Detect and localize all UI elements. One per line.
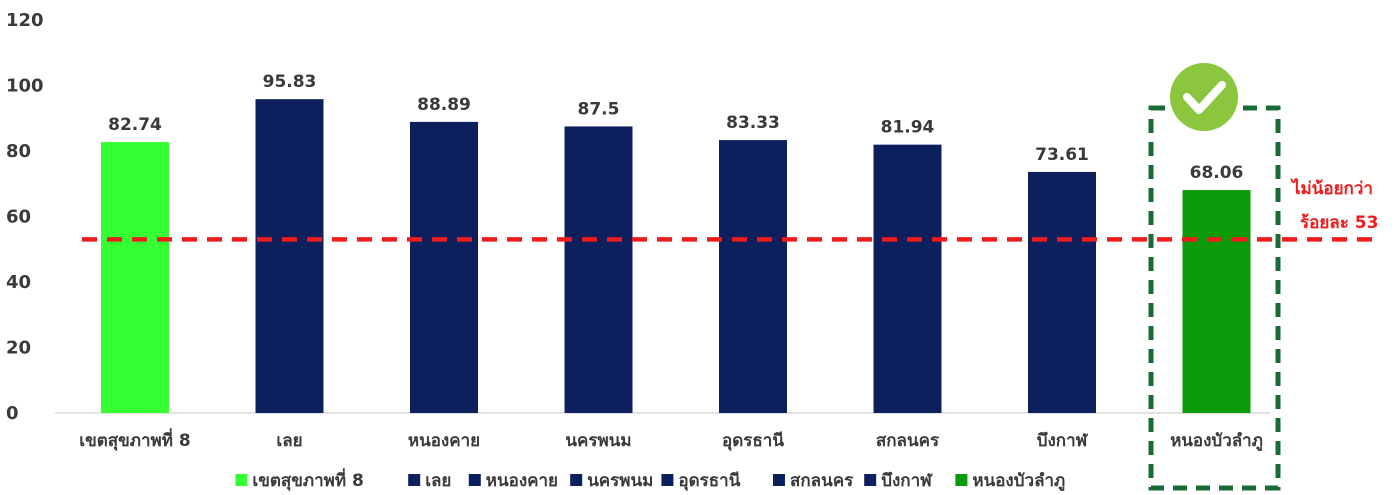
category-label: หนองคาย [408,431,480,451]
y-tick-label: 20 [6,338,31,359]
data-label: 73.61 [1035,145,1089,165]
data-label: 95.83 [263,72,317,92]
legend-label: หนองบัวลำภู [972,471,1065,492]
data-labels: 82.74 95.83 88.89 87.5 83.33 81.94 73.61 68.06 [108,72,1243,183]
data-label: 83.33 [726,113,780,133]
data-label: 88.89 [417,95,471,115]
bars [101,99,1251,414]
bar [1182,190,1251,413]
data-label: 82.74 [108,115,162,135]
threshold-label-line2: ร้อยละ 53 [1300,213,1378,233]
legend-swatch [468,474,481,486]
data-label: 81.94 [881,118,935,138]
category-labels: เขตสุขภาพที่ 8 เลย หนองคาย นครพนม อุดรธานี สก… [79,428,1263,452]
y-tick-label: 120 [6,10,44,31]
data-label: 68.06 [1190,163,1244,183]
category-label: เลย [276,431,302,451]
checkmark-icon [1170,63,1238,131]
legend-label: เลย [425,471,451,491]
legend: เขตสุขภาพที่ 8 เลย หนองคาย นครพนม อุดรธานี สก… [235,468,1065,492]
category-label: บึงกาฬ [1037,431,1089,451]
bar [101,142,169,414]
category-label: นครพนม [565,431,631,451]
bar [719,140,787,414]
legend-label: อุดรธานี [678,470,740,491]
y-axis-ticks: 0 20 40 60 80 100 120 [6,10,44,424]
bar [1028,171,1096,413]
category-label: หนองบัวลำภู [1170,431,1263,452]
legend-swatch [235,474,248,486]
legend-swatch [864,474,877,486]
bar [255,99,324,414]
bar [564,126,633,413]
category-label: สกลนคร [876,431,940,451]
legend-label: เขตสุขภาพที่ 8 [252,468,363,491]
bar [410,121,478,413]
bar [873,144,942,414]
legend-swatch [773,474,785,486]
threshold-label-line1: ไม่น้อยกว่า [1290,178,1373,199]
y-tick-label: 40 [6,272,31,293]
legend-label: บึงกาฬ [881,471,933,491]
legend-label: สกลนคร [790,471,854,491]
legend-label: นครพนม [587,471,653,491]
data-label: 87.5 [578,99,620,119]
y-tick-label: 80 [6,141,31,162]
legend-swatch [408,474,421,486]
y-tick-label: 100 [6,76,44,97]
category-label: เขตสุขภาพที่ 8 [79,428,190,451]
legend-swatch [955,474,968,486]
legend-swatch [570,474,583,486]
y-tick-label: 60 [6,207,31,228]
legend-label: หนองคาย [486,471,558,491]
legend-swatch [661,474,674,486]
category-label: อุดรธานี [722,430,784,451]
y-tick-label: 0 [6,403,19,424]
